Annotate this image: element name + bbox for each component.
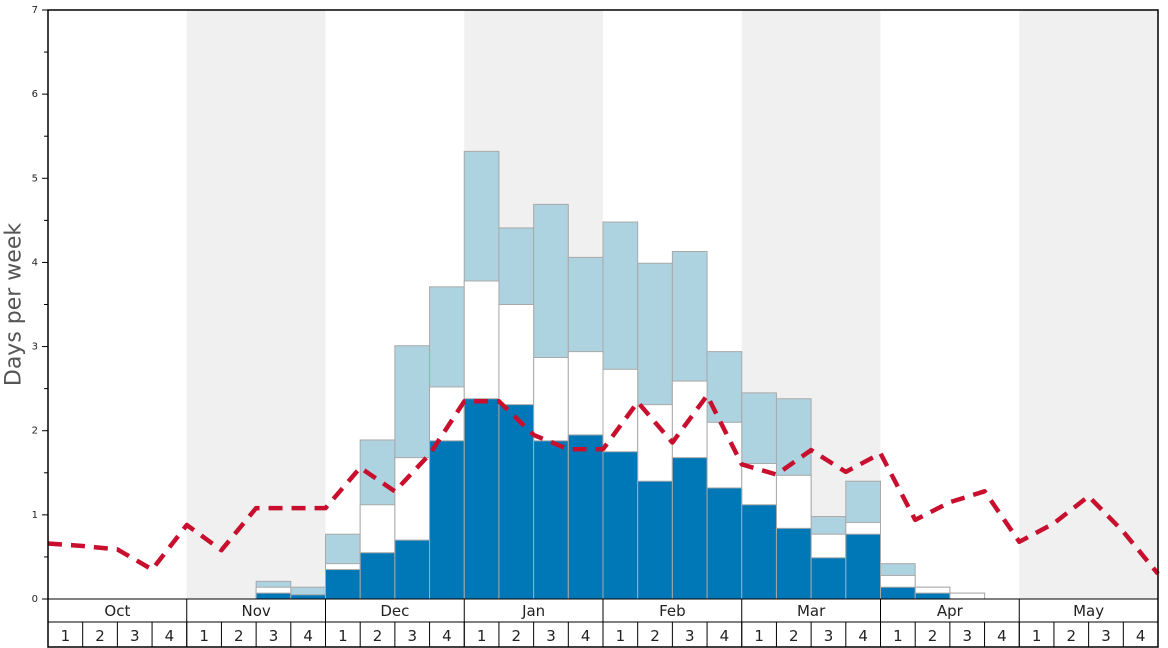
month-label: Oct (104, 602, 130, 620)
week-label: 3 (1101, 627, 1111, 645)
y-tick-label: 1 (32, 510, 38, 521)
week-label: 2 (650, 627, 660, 645)
week-label: 2 (234, 627, 244, 645)
week-label: 1 (338, 627, 348, 645)
week-label: 3 (269, 627, 279, 645)
week-label: 1 (199, 627, 209, 645)
bar-dark (637, 480, 673, 600)
bar-dark (741, 504, 777, 600)
month-label: Nov (241, 602, 270, 620)
month-shade-nov (186, 10, 326, 599)
y-tick-label: 7 (32, 5, 38, 16)
axes (42, 9, 1159, 648)
week-label: 3 (407, 627, 417, 645)
bar-dark (325, 569, 361, 600)
bar-dark (914, 592, 951, 600)
y-axis-title: Days per week (1, 222, 27, 387)
y-tick-label: 2 (32, 426, 38, 437)
axis-labels: 0 1 2 3 4 5 6 7 Oct Nov Dec Jan Feb Mar Apr May 1 2 3 4 1 2 3 4… (32, 5, 1146, 645)
week-label: 1 (1032, 627, 1042, 645)
bar-dark (463, 398, 500, 600)
average-line (47, 393, 1160, 576)
bar-dark (359, 552, 396, 600)
bar-dark (706, 487, 743, 600)
y-tick-label: 4 (32, 257, 38, 268)
month-label: Jan (521, 602, 545, 620)
week-label: 4 (997, 627, 1007, 645)
bar-dark (394, 539, 431, 600)
week-label: 1 (754, 627, 764, 645)
bar-dark (775, 527, 812, 600)
bar-dark (671, 457, 708, 600)
week-label: 2 (512, 627, 522, 645)
line-series (47, 393, 1160, 576)
week-label: 3 (685, 627, 695, 645)
week-label: 2 (789, 627, 799, 645)
bar-dark (498, 404, 535, 600)
bar-dark (567, 434, 604, 600)
bar-dark (845, 533, 881, 600)
month-label: Dec (380, 602, 409, 620)
week-label: 2 (95, 627, 105, 645)
week-label: 4 (1136, 627, 1146, 645)
week-label: 3 (546, 627, 556, 645)
week-label: 2 (373, 627, 383, 645)
week-label: 4 (442, 627, 452, 645)
month-label: Apr (937, 602, 964, 620)
bar-dark (533, 440, 569, 600)
week-label: 1 (477, 627, 487, 645)
y-tick-label: 3 (32, 342, 38, 353)
month-shade-may (1019, 10, 1158, 599)
week-label: 4 (165, 627, 175, 645)
bar-middle (949, 592, 986, 600)
week-label: 3 (824, 627, 834, 645)
week-label: 4 (581, 627, 591, 645)
week-label: 3 (962, 627, 972, 645)
y-tick-label: 6 (32, 89, 38, 100)
month-label: May (1073, 602, 1104, 620)
bar-dark (880, 586, 916, 600)
week-label: 1 (893, 627, 903, 645)
week-label: 4 (720, 627, 730, 645)
week-label: 2 (928, 627, 938, 645)
bar-dark (290, 594, 326, 600)
week-label: 2 (1067, 627, 1077, 645)
month-label: Feb (659, 602, 686, 620)
bar-dark (429, 440, 465, 600)
bar-series (255, 150, 986, 600)
month-label: Mar (797, 602, 826, 620)
week-label: 4 (303, 627, 313, 645)
y-tick-label: 5 (32, 173, 38, 184)
week-label: 4 (858, 627, 868, 645)
week-label: 3 (130, 627, 140, 645)
bar-dark (602, 451, 639, 600)
week-label: 1 (616, 627, 626, 645)
bar-dark (810, 557, 847, 600)
y-tick-label: 0 (32, 594, 38, 605)
bar-dark (255, 592, 292, 600)
week-label: 1 (61, 627, 71, 645)
